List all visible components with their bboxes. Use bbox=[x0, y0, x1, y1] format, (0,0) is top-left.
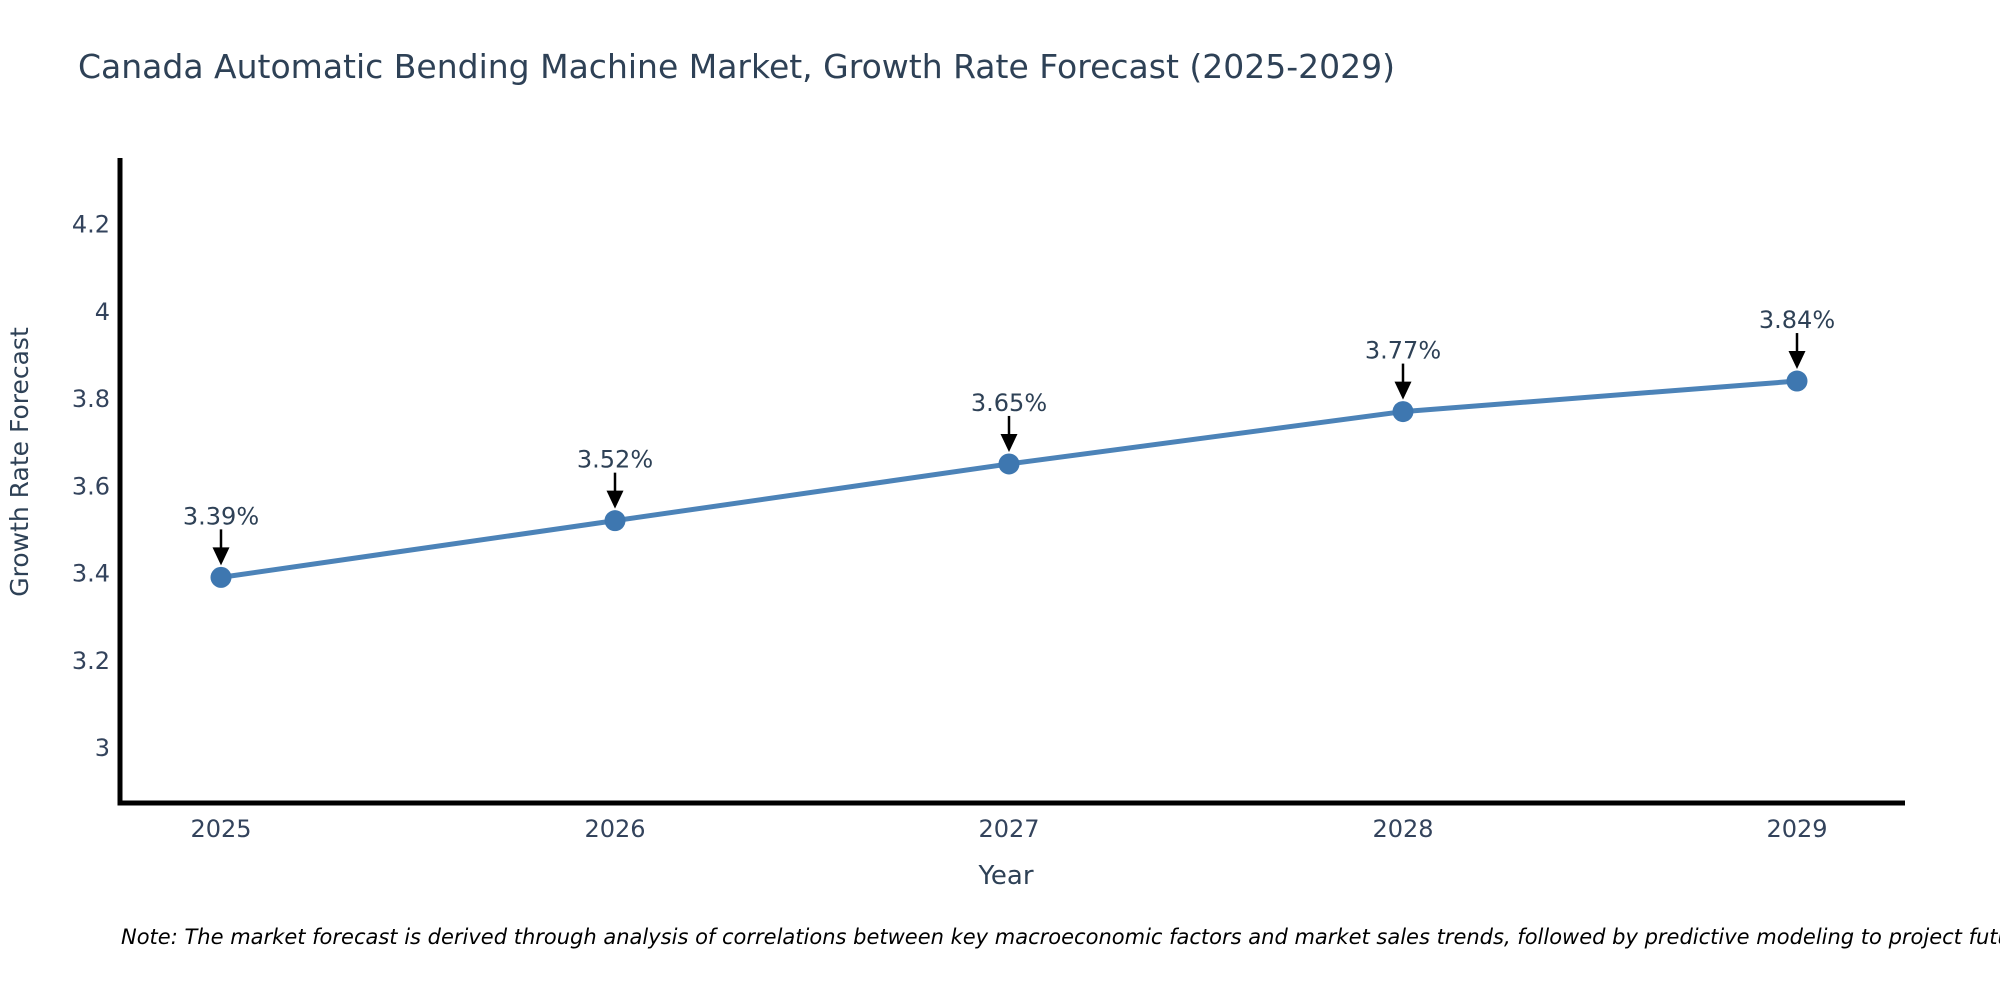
x-tick-label: 2029 bbox=[1766, 815, 1827, 843]
annotation-arrow-head bbox=[606, 490, 624, 509]
annotation-arrow-head bbox=[1788, 351, 1806, 370]
x-tick-label: 2028 bbox=[1372, 815, 1433, 843]
x-tick-label: 2027 bbox=[978, 815, 1039, 843]
x-tick-label: 2026 bbox=[584, 815, 645, 843]
x-tick-label: 2025 bbox=[190, 815, 251, 843]
x-axis-title: Year bbox=[977, 861, 1033, 891]
annotation-arrow-head bbox=[1394, 381, 1412, 400]
point-value-label: 3.39% bbox=[183, 502, 259, 530]
y-tick-label: 3.4 bbox=[72, 560, 110, 588]
point-value-label: 3.65% bbox=[971, 389, 1047, 417]
y-axis-title: Growth Rate Forecast bbox=[5, 327, 34, 597]
annotation-arrow-head bbox=[212, 547, 230, 566]
y-tick-label: 3.8 bbox=[72, 385, 110, 413]
y-axis-ticks: 3 3.2 3.4 3.6 3.8 4 4.2 bbox=[72, 211, 110, 763]
point-value-label: 3.52% bbox=[577, 446, 653, 474]
y-tick-label: 3.6 bbox=[72, 472, 110, 500]
point-annotations: 3.39% 3.52% 3.65% 3.77% 3.84% bbox=[183, 306, 1835, 566]
footnote: Note: The market forecast is derived thr… bbox=[121, 925, 2000, 949]
series-line-group bbox=[210, 370, 1808, 588]
data-point-marker bbox=[1786, 370, 1808, 392]
data-point-marker bbox=[998, 453, 1020, 475]
data-point-marker bbox=[604, 510, 626, 532]
x-axis-ticks: 2025 2026 2027 2028 2029 bbox=[190, 815, 1827, 843]
y-tick-label: 3 bbox=[95, 734, 110, 762]
data-point-marker bbox=[1392, 401, 1414, 423]
data-point-marker bbox=[210, 566, 232, 588]
y-tick-label: 4 bbox=[95, 298, 110, 326]
point-value-label: 3.84% bbox=[1759, 306, 1835, 334]
annotation-arrow-head bbox=[1000, 433, 1018, 452]
y-tick-label: 4.2 bbox=[72, 211, 110, 239]
chart-title: Canada Automatic Bending Machine Market,… bbox=[78, 47, 1395, 86]
point-value-label: 3.77% bbox=[1365, 337, 1441, 365]
y-tick-label: 3.2 bbox=[72, 647, 110, 675]
